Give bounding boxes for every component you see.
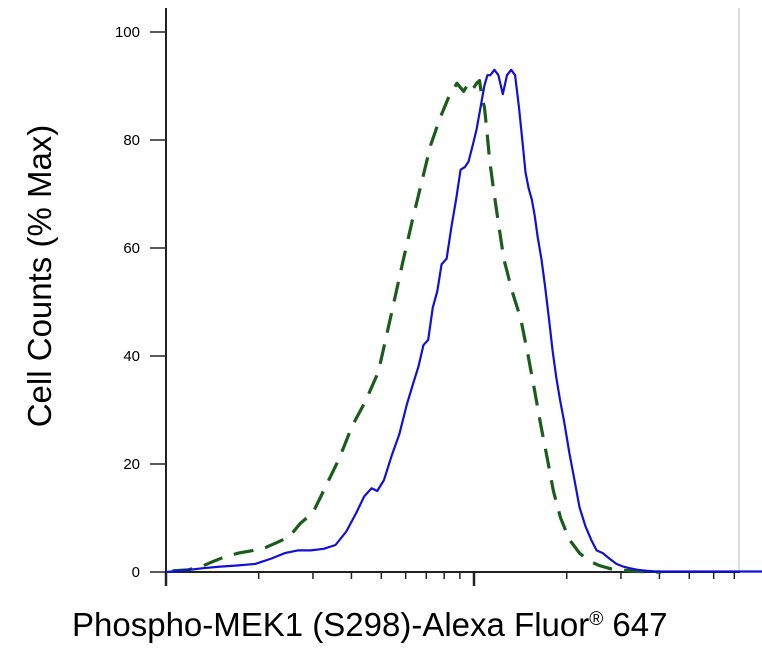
series-line-dashed	[172, 79, 662, 574]
x-axis-ticks	[164, 572, 736, 586]
registered-mark: ®	[589, 609, 603, 630]
y-tick-label: 100	[115, 24, 140, 41]
y-axis-ticks: 0 20 40 60 80 100	[115, 24, 166, 581]
x-axis-title: Phospho-MEK1 (S298)-Alexa Fluor® 647	[72, 606, 667, 643]
y-tick-label: 20	[123, 456, 140, 473]
y-axis-title: Cell Counts (% Max)	[21, 125, 58, 428]
y-tick-label: 0	[132, 564, 140, 581]
series-line-solid	[165, 68, 762, 574]
y-tick-label: 80	[123, 132, 140, 149]
series-layer	[165, 68, 762, 574]
y-tick-label: 60	[123, 240, 140, 257]
y-tick-label: 40	[123, 348, 140, 365]
x-axis-title-main: Phospho-MEK1 (S298)-Alexa Fluor	[72, 606, 589, 643]
x-axis-title-suffix: 647	[603, 606, 667, 643]
plot-frame	[165, 8, 740, 573]
